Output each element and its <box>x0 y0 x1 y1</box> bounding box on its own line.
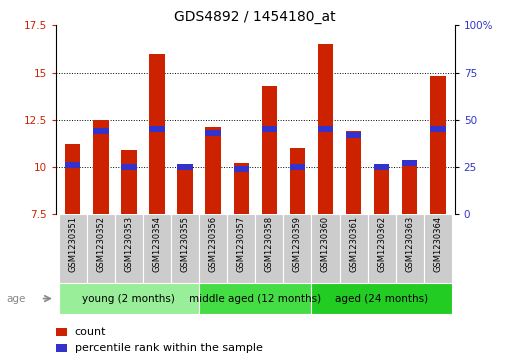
Bar <box>65 144 80 214</box>
Bar <box>149 126 165 132</box>
Bar <box>256 214 283 283</box>
Text: count: count <box>75 327 106 337</box>
Bar <box>65 162 80 168</box>
Bar <box>290 148 305 214</box>
Bar <box>262 86 277 214</box>
Bar <box>430 76 446 214</box>
Text: age: age <box>7 294 26 303</box>
Bar <box>290 164 305 170</box>
Text: young (2 months): young (2 months) <box>82 294 175 303</box>
Bar <box>205 130 221 136</box>
Bar <box>87 214 115 283</box>
Title: GDS4892 / 1454180_at: GDS4892 / 1454180_at <box>174 11 336 24</box>
Bar <box>121 150 137 214</box>
Bar <box>311 283 452 314</box>
Text: GSM1230362: GSM1230362 <box>377 216 386 272</box>
Bar <box>262 126 277 132</box>
Bar <box>311 214 339 283</box>
Text: GSM1230358: GSM1230358 <box>265 216 274 272</box>
Bar <box>283 214 311 283</box>
Text: GSM1230363: GSM1230363 <box>405 216 414 273</box>
Bar <box>227 214 256 283</box>
Text: GSM1230356: GSM1230356 <box>209 216 217 272</box>
Text: middle aged (12 months): middle aged (12 months) <box>189 294 322 303</box>
Bar <box>59 214 87 283</box>
Bar <box>318 126 333 132</box>
Bar <box>205 127 221 214</box>
Bar <box>374 167 389 214</box>
Text: GSM1230354: GSM1230354 <box>152 216 162 272</box>
Bar <box>339 214 368 283</box>
Text: GSM1230351: GSM1230351 <box>68 216 77 272</box>
Bar <box>234 166 249 172</box>
Text: GSM1230357: GSM1230357 <box>237 216 246 272</box>
Bar <box>368 214 396 283</box>
Text: GSM1230360: GSM1230360 <box>321 216 330 272</box>
Bar <box>93 120 109 214</box>
Bar <box>346 132 361 138</box>
Bar <box>402 160 418 166</box>
Bar <box>199 214 227 283</box>
Bar <box>402 160 418 214</box>
Text: GSM1230355: GSM1230355 <box>180 216 189 272</box>
Bar <box>234 163 249 214</box>
Bar <box>177 164 193 170</box>
Text: aged (24 months): aged (24 months) <box>335 294 428 303</box>
Bar <box>59 283 199 314</box>
Bar <box>430 126 446 132</box>
Bar <box>143 214 171 283</box>
Bar <box>115 214 143 283</box>
Text: GSM1230361: GSM1230361 <box>349 216 358 272</box>
Bar <box>424 214 452 283</box>
Bar <box>177 164 193 214</box>
Text: GSM1230364: GSM1230364 <box>433 216 442 272</box>
Bar <box>396 214 424 283</box>
Bar <box>318 44 333 214</box>
Bar <box>374 164 389 170</box>
Bar <box>171 214 199 283</box>
Bar <box>199 283 311 314</box>
Text: GSM1230359: GSM1230359 <box>293 216 302 272</box>
Bar <box>121 164 137 170</box>
Bar <box>346 131 361 214</box>
Text: percentile rank within the sample: percentile rank within the sample <box>75 343 263 354</box>
Text: GSM1230352: GSM1230352 <box>97 216 105 272</box>
Bar <box>93 128 109 134</box>
Text: GSM1230353: GSM1230353 <box>124 216 134 272</box>
Bar <box>149 54 165 214</box>
